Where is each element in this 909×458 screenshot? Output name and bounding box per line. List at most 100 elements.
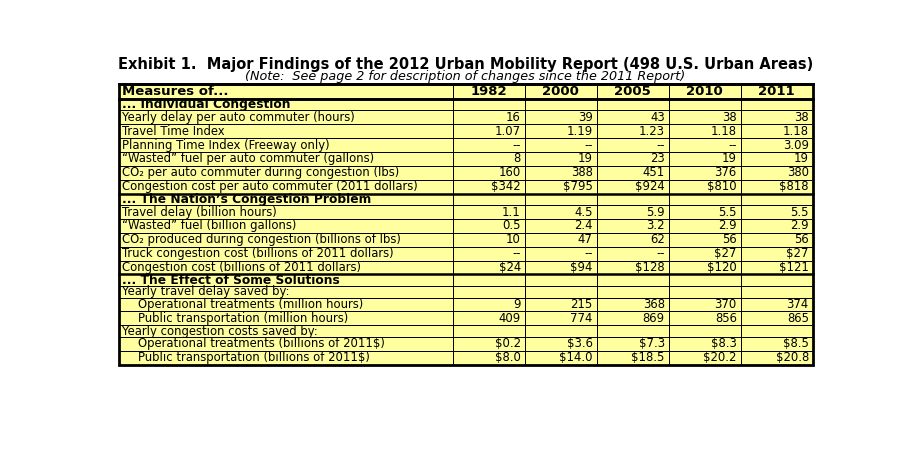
Text: $27: $27 bbox=[714, 247, 737, 260]
Bar bbox=[741, 152, 813, 166]
Bar bbox=[524, 337, 596, 351]
Text: --: -- bbox=[513, 139, 521, 152]
Bar bbox=[453, 337, 524, 351]
Text: $20.8: $20.8 bbox=[775, 351, 809, 364]
Bar bbox=[596, 286, 669, 298]
Bar bbox=[524, 166, 596, 180]
Text: 19: 19 bbox=[722, 153, 737, 165]
Text: $8.5: $8.5 bbox=[783, 337, 809, 350]
Bar bbox=[119, 180, 453, 194]
Bar bbox=[669, 286, 741, 298]
Text: $7.3: $7.3 bbox=[639, 337, 664, 350]
Bar bbox=[741, 261, 813, 274]
Text: Operational treatments (million hours): Operational treatments (million hours) bbox=[137, 298, 363, 311]
Text: --: -- bbox=[728, 139, 737, 152]
Bar bbox=[596, 247, 669, 261]
Bar bbox=[119, 166, 453, 180]
Text: $795: $795 bbox=[563, 180, 593, 193]
Bar bbox=[669, 205, 741, 219]
Text: 451: 451 bbox=[643, 166, 664, 179]
Text: 374: 374 bbox=[786, 298, 809, 311]
Text: Operational treatments (billions of 2011$): Operational treatments (billions of 2011… bbox=[137, 337, 385, 350]
Bar bbox=[741, 311, 813, 325]
Text: 38: 38 bbox=[722, 111, 737, 124]
Text: Yearly congestion costs saved by:: Yearly congestion costs saved by: bbox=[122, 325, 318, 338]
Text: $120: $120 bbox=[707, 261, 737, 274]
Text: --: -- bbox=[584, 247, 593, 260]
Bar bbox=[119, 84, 813, 365]
Bar bbox=[669, 274, 741, 286]
Bar bbox=[119, 274, 453, 286]
Text: 16: 16 bbox=[506, 111, 521, 124]
Bar bbox=[596, 99, 669, 110]
Bar bbox=[669, 124, 741, 138]
Text: $94: $94 bbox=[571, 261, 593, 274]
Text: Yearly travel delay saved by:: Yearly travel delay saved by: bbox=[122, 285, 290, 298]
Bar bbox=[741, 337, 813, 351]
Bar bbox=[669, 166, 741, 180]
Bar bbox=[119, 152, 453, 166]
Text: 1.1: 1.1 bbox=[502, 206, 521, 218]
Text: 409: 409 bbox=[498, 312, 521, 325]
Bar bbox=[596, 110, 669, 124]
Text: $20.2: $20.2 bbox=[704, 351, 737, 364]
Text: 39: 39 bbox=[578, 111, 593, 124]
Bar bbox=[453, 233, 524, 247]
Bar bbox=[119, 351, 453, 365]
Text: 2.9: 2.9 bbox=[790, 219, 809, 232]
Bar bbox=[596, 298, 669, 311]
Text: 2005: 2005 bbox=[614, 85, 651, 98]
Text: 380: 380 bbox=[787, 166, 809, 179]
Text: 2010: 2010 bbox=[686, 85, 723, 98]
Bar bbox=[453, 180, 524, 194]
Text: 856: 856 bbox=[714, 312, 737, 325]
Bar bbox=[119, 325, 453, 337]
Bar bbox=[741, 138, 813, 152]
Text: “Wasted” fuel (billion gallons): “Wasted” fuel (billion gallons) bbox=[122, 219, 296, 232]
Bar bbox=[119, 84, 453, 99]
Text: 865: 865 bbox=[787, 312, 809, 325]
Text: 5.5: 5.5 bbox=[718, 206, 737, 218]
Bar bbox=[741, 99, 813, 110]
Text: $14.0: $14.0 bbox=[559, 351, 593, 364]
Text: 774: 774 bbox=[571, 312, 593, 325]
Bar bbox=[524, 286, 596, 298]
Text: 376: 376 bbox=[714, 166, 737, 179]
Bar bbox=[669, 325, 741, 337]
Bar bbox=[119, 311, 453, 325]
Text: 1982: 1982 bbox=[470, 85, 507, 98]
Bar bbox=[741, 298, 813, 311]
Text: 1.19: 1.19 bbox=[566, 125, 593, 138]
Bar bbox=[741, 247, 813, 261]
Text: 10: 10 bbox=[506, 233, 521, 246]
Bar bbox=[596, 219, 669, 233]
Bar bbox=[453, 138, 524, 152]
Bar bbox=[596, 311, 669, 325]
Text: 2.9: 2.9 bbox=[718, 219, 737, 232]
Bar bbox=[596, 138, 669, 152]
Text: 2000: 2000 bbox=[543, 85, 579, 98]
Text: 8: 8 bbox=[514, 153, 521, 165]
Text: ... The Effect of Some Solutions: ... The Effect of Some Solutions bbox=[122, 274, 340, 287]
Text: Congestion cost per auto commuter (2011 dollars): Congestion cost per auto commuter (2011 … bbox=[122, 180, 418, 193]
Bar bbox=[741, 286, 813, 298]
Bar bbox=[453, 274, 524, 286]
Text: 160: 160 bbox=[498, 166, 521, 179]
Bar bbox=[453, 247, 524, 261]
Bar bbox=[741, 180, 813, 194]
Bar bbox=[669, 311, 741, 325]
Bar bbox=[453, 152, 524, 166]
Bar bbox=[741, 219, 813, 233]
Text: 370: 370 bbox=[714, 298, 737, 311]
Bar bbox=[741, 351, 813, 365]
Bar bbox=[524, 138, 596, 152]
Bar bbox=[119, 286, 453, 298]
Text: Truck congestion cost (billions of 2011 dollars): Truck congestion cost (billions of 2011 … bbox=[122, 247, 394, 260]
Bar bbox=[596, 261, 669, 274]
Bar bbox=[596, 166, 669, 180]
Bar bbox=[669, 99, 741, 110]
Bar bbox=[524, 351, 596, 365]
Bar bbox=[119, 247, 453, 261]
Text: CO₂ per auto commuter during congestion (lbs): CO₂ per auto commuter during congestion … bbox=[122, 166, 399, 179]
Text: 3.09: 3.09 bbox=[783, 139, 809, 152]
